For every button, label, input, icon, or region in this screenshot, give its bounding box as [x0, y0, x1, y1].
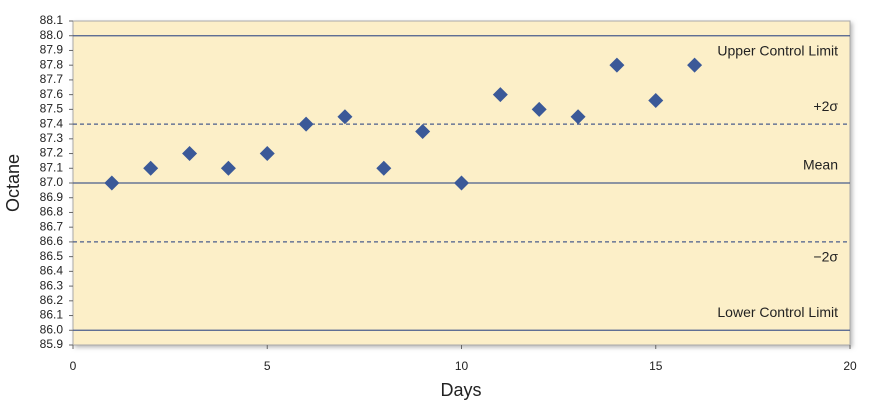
reference-label: +2σ [813, 98, 838, 114]
y-tick-label: 87.4 [40, 116, 64, 130]
y-tick-label: 87.5 [40, 102, 64, 116]
data-point [143, 160, 159, 176]
data-point [570, 109, 586, 125]
y-tick-label: 86.8 [40, 205, 64, 219]
y-axis-title: Octane [3, 154, 23, 212]
y-tick-label: 87.0 [40, 175, 64, 189]
y-tick-label: 86.2 [40, 293, 64, 307]
x-tick-label: 20 [843, 359, 857, 373]
y-tick-label: 87.9 [40, 43, 64, 57]
data-point [454, 175, 469, 191]
x-axis-title: Days [440, 380, 481, 400]
data-point [220, 160, 236, 176]
data-point [648, 93, 664, 109]
y-tick-label: 87.3 [40, 131, 64, 145]
y-tick-label: 88.1 [40, 13, 64, 27]
x-tick-label: 5 [264, 359, 271, 373]
y-tick-label: 87.7 [40, 72, 64, 86]
y-tick-label: 85.9 [40, 337, 64, 351]
reference-label: −2σ [813, 249, 838, 265]
y-tick-label: 87.1 [40, 160, 64, 174]
y-tick-label: 87.8 [40, 57, 64, 71]
x-tick-label: 0 [70, 359, 77, 373]
y-tick-label: 86.4 [40, 264, 64, 278]
data-point [492, 87, 508, 103]
data-point [376, 160, 392, 176]
y-tick-label: 86.3 [40, 278, 64, 292]
reference-label: Upper Control Limit [717, 42, 838, 58]
reference-label: Lower Control Limit [717, 304, 838, 320]
data-point [415, 123, 431, 139]
data-point [531, 101, 547, 117]
x-tick-label: 10 [455, 359, 469, 373]
x-tick-label: 15 [649, 359, 663, 373]
data-point [259, 146, 275, 162]
y-tick-label: 87.6 [40, 87, 64, 101]
y-tick-label: 87.2 [40, 146, 64, 160]
data-point [337, 109, 353, 125]
y-tick-label: 88.0 [40, 28, 64, 42]
y-tick-label: 86.1 [40, 308, 64, 322]
data-point [182, 146, 198, 162]
y-tick-label: 86.0 [40, 322, 64, 336]
data-point [298, 116, 314, 132]
y-tick-label: 86.6 [40, 234, 64, 248]
y-tick-label: 86.5 [40, 249, 64, 263]
data-point [687, 57, 703, 73]
data-point [609, 57, 625, 73]
y-tick-label: 86.7 [40, 219, 64, 233]
data-point [104, 175, 120, 191]
y-tick-label: 86.9 [40, 190, 64, 204]
reference-label: Mean [803, 157, 838, 173]
